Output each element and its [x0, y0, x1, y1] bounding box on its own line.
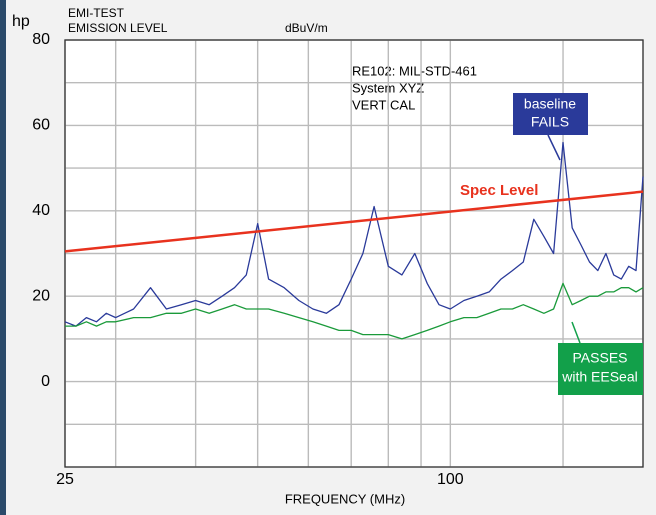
x-tick-label: 25: [56, 471, 74, 488]
y-tick-label: 80: [32, 31, 50, 48]
series-line: [64, 190, 644, 253]
annotation-box: [513, 93, 588, 135]
annotation-text: with EESeal: [561, 369, 637, 385]
y-tick-label: 40: [32, 202, 50, 219]
annotation-box: [558, 343, 643, 395]
title-line: EMI-TEST: [68, 6, 125, 20]
edge-strip: [0, 0, 6, 515]
series-line: [64, 141, 644, 327]
annotation-text: PASSES: [573, 350, 628, 366]
info-box: [346, 60, 450, 126]
plot-area: [64, 39, 644, 468]
y-tick-label: 0: [41, 373, 50, 390]
y-tick-label: 60: [32, 117, 50, 134]
annotation-text: FAILS: [531, 114, 569, 130]
arrow: [547, 134, 561, 161]
x-tick-label: 100: [437, 471, 464, 488]
annotation-text: Spec Level: [460, 182, 538, 199]
y-unit: dBuV/m: [285, 21, 328, 35]
annotation-text: baseline: [524, 96, 576, 112]
info-line: RE102: MIL-STD-461: [352, 63, 477, 78]
y-tick-label: 20: [32, 287, 50, 304]
title-line: EMISSION LEVEL: [68, 21, 168, 35]
arrow: [571, 321, 581, 344]
x-axis-label: FREQUENCY (MHz): [285, 491, 405, 506]
info-line: VERTICAL: [352, 97, 415, 112]
series-line: [65, 282, 644, 340]
corner-label: hp: [12, 13, 30, 30]
